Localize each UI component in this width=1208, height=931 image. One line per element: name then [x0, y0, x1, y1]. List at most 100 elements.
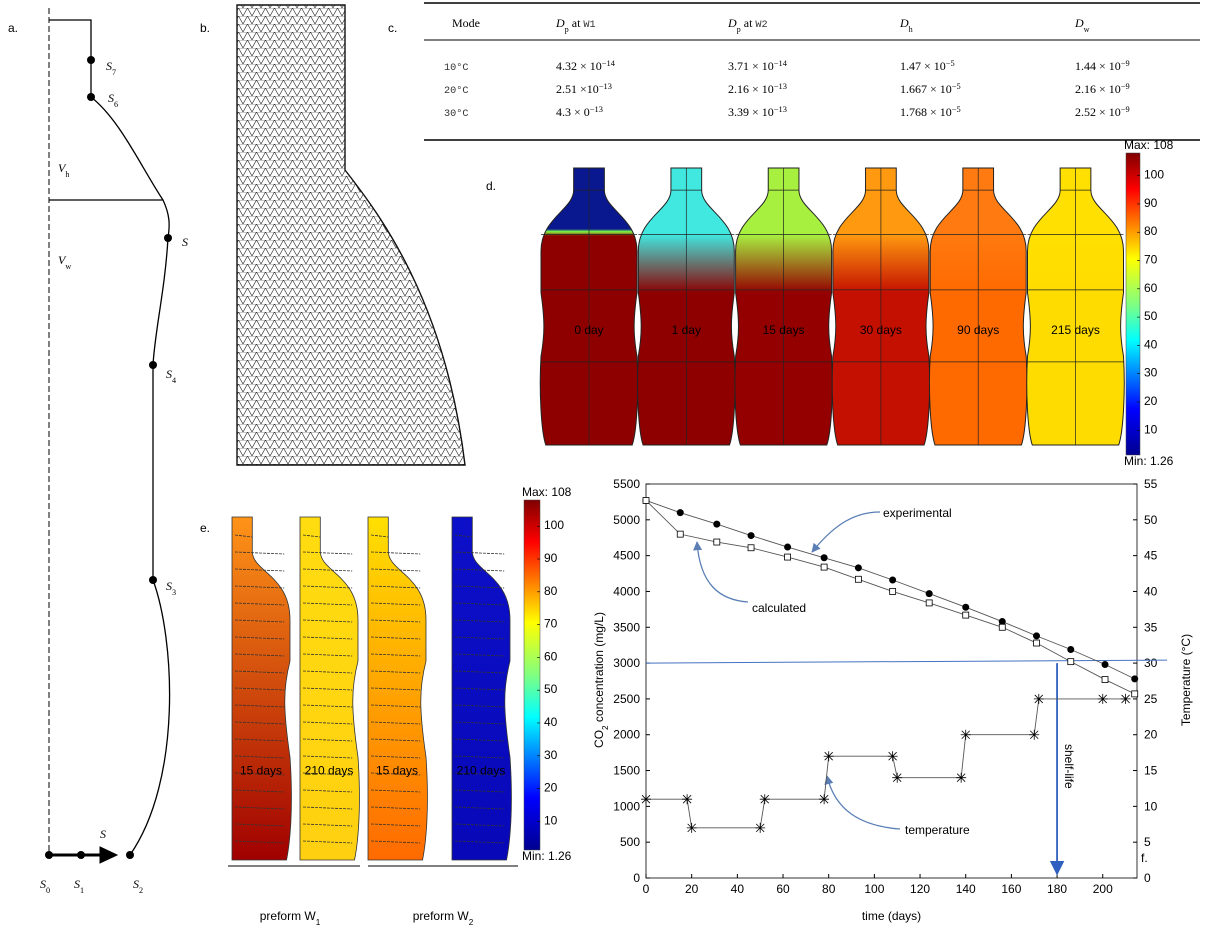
flux-arrow — [302, 789, 353, 793]
flux-arrow — [370, 619, 421, 623]
table-cell-sup: −9 — [1121, 82, 1130, 91]
point-label-main: S — [106, 59, 112, 73]
preform-bottle — [300, 517, 359, 860]
volume-label: Vw — [58, 253, 71, 271]
flux-arrow — [454, 704, 505, 708]
flux-arrow — [302, 806, 353, 810]
colorbar-max: Max: 108 — [522, 485, 572, 499]
bottle-label: 90 days — [957, 323, 999, 337]
flux-arrow — [302, 840, 353, 844]
flux-arrow — [370, 653, 421, 657]
profile-point — [87, 56, 95, 64]
volume-label-sub: w — [65, 262, 71, 271]
marker — [889, 588, 897, 595]
table-cell: 2.16 × 10−9 — [1075, 82, 1130, 97]
panel-label: d. — [486, 179, 496, 193]
colorbar-tick-label: 50 — [544, 682, 558, 696]
flux-arrow — [454, 534, 473, 538]
colorbar-tick-label: 90 — [544, 551, 558, 565]
table-cell-main: 1.768 × 10 — [900, 105, 952, 119]
colorbar-tick-label: 30 — [1144, 366, 1158, 380]
x-tick-label: 0 — [643, 882, 650, 896]
marker — [854, 575, 862, 583]
table-cell-main: 1.44 × 10 — [1075, 59, 1121, 73]
table-cell: 20°C — [444, 85, 468, 97]
marker — [823, 751, 834, 762]
annotation-arrow — [811, 511, 881, 553]
point-label: S1 — [74, 877, 84, 895]
flux-arrow — [302, 585, 353, 589]
table-rules — [424, 2, 1200, 141]
point-label: S — [100, 827, 106, 841]
x-tick-label: 140 — [956, 882, 976, 896]
marker — [676, 509, 684, 517]
x-axis-label: time (days) — [862, 909, 921, 923]
y-axis-label-main: CO — [592, 730, 606, 748]
y2-tick-label: 10 — [1144, 799, 1158, 813]
preform-label: 210 days — [305, 763, 354, 777]
table-cell-sup: −5 — [952, 82, 961, 91]
table-cell: 3.71 × 10−14 — [728, 59, 788, 74]
volume-label-main: V — [58, 161, 67, 175]
point-label-main: S — [74, 877, 80, 891]
flux-arrow — [370, 772, 421, 776]
y2-tick-label: 50 — [1144, 513, 1158, 527]
marker — [1067, 658, 1075, 666]
table-header-main: D — [899, 16, 909, 30]
y-axis-label-sub: 2 — [601, 725, 610, 730]
profile-point — [149, 576, 157, 584]
flux-arrow — [302, 772, 353, 776]
shelf-life-label: shelf-life — [1062, 744, 1076, 789]
profile-point — [87, 93, 95, 101]
table-header: Dp at W2 — [727, 16, 768, 34]
marker — [747, 544, 755, 552]
y2-axis-label: Temperature (°C) — [1179, 634, 1193, 726]
table-cell-main: 2.52 × 10 — [1075, 105, 1121, 119]
flux-arrow — [234, 840, 285, 844]
flux-arrow — [234, 806, 285, 810]
flux-arrow — [370, 585, 421, 589]
marker — [1101, 661, 1109, 669]
flux-arrow — [454, 602, 505, 606]
table-cell: 10°C — [444, 62, 468, 74]
table-cell-sup: −5 — [946, 59, 955, 68]
point-label: S3 — [166, 579, 176, 597]
point-label-main: S — [166, 367, 172, 381]
table-cell-mono: 30°C — [444, 108, 468, 120]
group-label-main: preform W — [260, 909, 317, 923]
bottle-profile — [49, 19, 171, 856]
y-tick-label: 5500 — [613, 477, 640, 491]
marker — [686, 822, 697, 833]
marker — [820, 563, 828, 571]
colorbar-tick-label: 40 — [1144, 337, 1158, 351]
flux-arrow — [234, 636, 285, 640]
y2-tick-label: 15 — [1144, 764, 1158, 778]
y-tick-label: 0 — [633, 871, 640, 885]
flux-arrow — [454, 806, 505, 810]
table-header-main: D — [555, 16, 565, 30]
flux-arrow — [234, 670, 285, 674]
table-cell-main: 4.3 × 0 — [556, 105, 590, 119]
point-label-sub: 4 — [172, 376, 176, 385]
table-cell-sup: −13 — [774, 82, 787, 91]
panel-label: a. — [8, 21, 18, 35]
flux-arrow — [302, 738, 353, 742]
marker — [1033, 639, 1040, 647]
flux-arrow — [370, 789, 421, 793]
table-header-sub: p — [737, 25, 741, 34]
table-header: Mode — [452, 16, 480, 30]
marker — [759, 794, 770, 805]
marker — [713, 538, 721, 546]
y-tick-label: 1500 — [613, 764, 640, 778]
flux-arrow — [302, 602, 353, 606]
flux-arrow — [454, 653, 505, 657]
marker — [962, 603, 970, 611]
volume-label: Vh — [58, 161, 69, 179]
flux-arrow — [234, 738, 285, 742]
marker — [755, 822, 766, 833]
point-label: S7 — [106, 59, 116, 77]
flux-arrow — [302, 619, 353, 623]
flux-arrow — [302, 721, 353, 725]
table-cell-sup: −9 — [1121, 105, 1130, 114]
profile-point — [126, 851, 134, 859]
